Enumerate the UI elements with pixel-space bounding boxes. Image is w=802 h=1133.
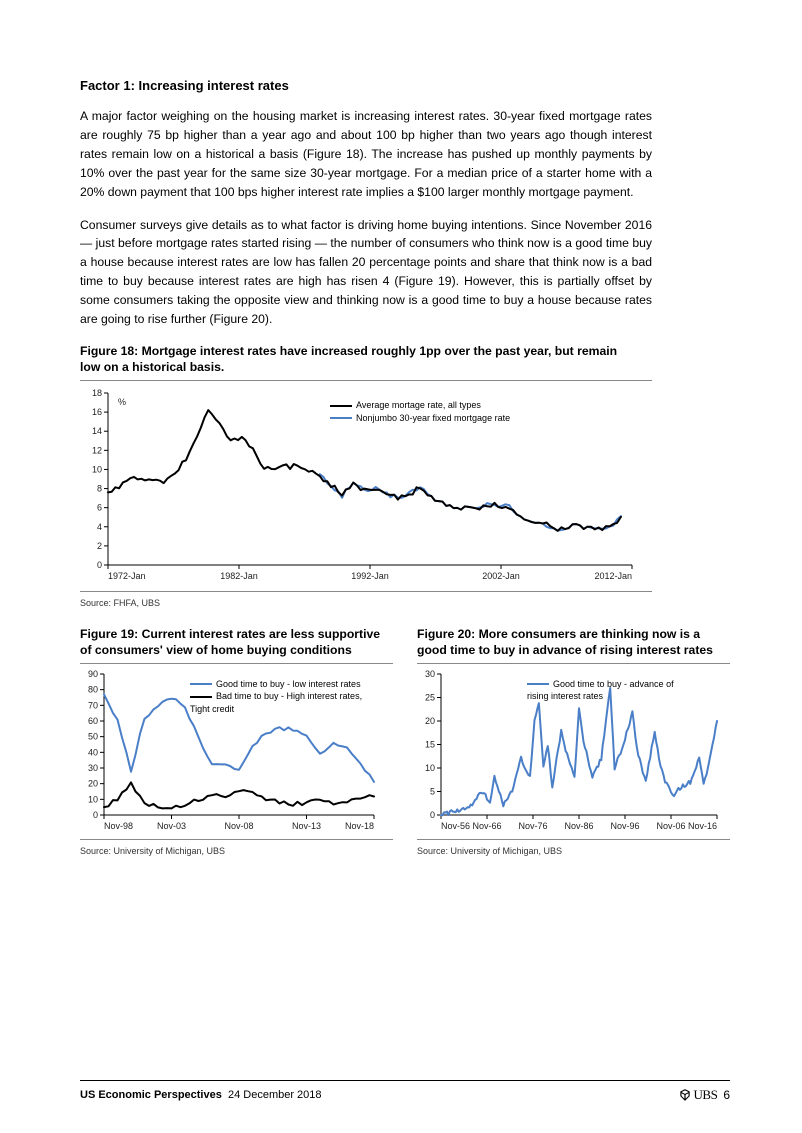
svg-text:30: 30 bbox=[425, 670, 435, 679]
legend-item: Average mortage rate, all types bbox=[330, 399, 590, 412]
figure-20-source: Source: University of Michigan, UBS bbox=[417, 846, 730, 856]
svg-text:14: 14 bbox=[92, 426, 102, 436]
figure-18-source: Source: FHFA, UBS bbox=[80, 598, 730, 608]
svg-text:1972-Jan: 1972-Jan bbox=[108, 571, 146, 581]
figure-19-rule-bottom bbox=[80, 839, 393, 840]
figure-20-column: Figure 20: More consumers are thinking n… bbox=[417, 618, 730, 856]
figure-20-rule bbox=[417, 663, 730, 664]
bottom-figure-row: Figure 19: Current interest rates are le… bbox=[80, 618, 730, 856]
legend-label: Nonjumbo 30-year fixed mortgage rate bbox=[356, 413, 510, 423]
figure-18-title: Figure 18: Mortgage interest rates have … bbox=[80, 343, 640, 376]
figure-19-column: Figure 19: Current interest rates are le… bbox=[80, 618, 393, 856]
svg-text:Nov-16: Nov-16 bbox=[688, 821, 717, 831]
page-footer: US Economic Perspectives 24 December 201… bbox=[80, 1080, 730, 1103]
legend-label: Bad time to buy - High interest rates, T… bbox=[190, 691, 362, 714]
svg-text:2012-Jan: 2012-Jan bbox=[594, 571, 632, 581]
footer-left: US Economic Perspectives 24 December 201… bbox=[80, 1089, 322, 1101]
legend-label: Good time to buy - low interest rates bbox=[216, 679, 361, 689]
svg-text:50: 50 bbox=[88, 732, 98, 742]
svg-text:16: 16 bbox=[92, 407, 102, 417]
svg-text:20: 20 bbox=[425, 716, 435, 726]
figure-18-rule bbox=[80, 380, 652, 381]
figure-19-chart: 0 10 20 30 40 50 60 70 80 90 Nov-98 Nov-03 Nov-08 Nov… bbox=[80, 670, 380, 835]
figure-18-chart: 0 2 4 6 8 10 12 14 16 18 1972-Jan 1982-Jan 1992-Jan 2… bbox=[80, 387, 640, 587]
svg-text:12: 12 bbox=[92, 445, 102, 455]
legend-item: Nonjumbo 30-year fixed mortgage rate bbox=[330, 412, 590, 425]
legend-item: Good time to buy - advance of rising int… bbox=[527, 678, 697, 703]
svg-text:Nov-76: Nov-76 bbox=[518, 821, 547, 831]
svg-text:30: 30 bbox=[88, 763, 98, 773]
svg-text:2: 2 bbox=[97, 541, 102, 551]
svg-text:Nov-86: Nov-86 bbox=[564, 821, 593, 831]
svg-text:10: 10 bbox=[88, 794, 98, 804]
svg-text:1992-Jan: 1992-Jan bbox=[351, 571, 389, 581]
svg-text:0: 0 bbox=[93, 810, 98, 820]
svg-text:Nov-18: Nov-18 bbox=[345, 821, 374, 831]
svg-text:Nov-96: Nov-96 bbox=[610, 821, 639, 831]
svg-text:25: 25 bbox=[425, 692, 435, 702]
footer-title: US Economic Perspectives bbox=[80, 1089, 222, 1101]
figure-18-rule-bottom bbox=[80, 591, 652, 592]
footer-page-number: 6 bbox=[723, 1088, 730, 1102]
footer-date: 24 December 2018 bbox=[228, 1089, 322, 1101]
paragraph-1: A major factor weighing on the housing m… bbox=[80, 107, 652, 202]
svg-text:Nov-66: Nov-66 bbox=[472, 821, 501, 831]
svg-text:2002-Jan: 2002-Jan bbox=[482, 571, 520, 581]
legend-label: Average mortage rate, all types bbox=[356, 400, 481, 410]
svg-text:8: 8 bbox=[97, 483, 102, 493]
figure-19-title: Figure 19: Current interest rates are le… bbox=[80, 626, 393, 659]
svg-text:80: 80 bbox=[88, 685, 98, 695]
svg-text:Nov-56: Nov-56 bbox=[441, 821, 470, 831]
ubs-logo-icon: UBS bbox=[678, 1087, 718, 1103]
svg-text:0: 0 bbox=[430, 810, 435, 820]
section-heading: Factor 1: Increasing interest rates bbox=[80, 78, 730, 93]
svg-text:6: 6 bbox=[97, 503, 102, 513]
legend-item: Bad time to buy - High interest rates, T… bbox=[190, 690, 375, 715]
legend-label: Good time to buy - advance of rising int… bbox=[527, 679, 674, 702]
svg-text:40: 40 bbox=[88, 747, 98, 757]
svg-text:15: 15 bbox=[425, 739, 435, 749]
svg-text:90: 90 bbox=[88, 670, 98, 679]
svg-text:4: 4 bbox=[97, 522, 102, 532]
figure-20-title: Figure 20: More consumers are thinking n… bbox=[417, 626, 730, 659]
page: Factor 1: Increasing interest rates A ma… bbox=[0, 0, 802, 1133]
svg-text:Nov-98: Nov-98 bbox=[104, 821, 133, 831]
paragraph-2: Consumer surveys give details as to what… bbox=[80, 216, 652, 329]
svg-text:5: 5 bbox=[430, 786, 435, 796]
svg-text:Nov-08: Nov-08 bbox=[224, 821, 253, 831]
svg-text:10: 10 bbox=[425, 763, 435, 773]
svg-text:1982-Jan: 1982-Jan bbox=[220, 571, 258, 581]
footer-brand: UBS bbox=[694, 1087, 718, 1103]
figure-19-rule bbox=[80, 663, 393, 664]
svg-text:Nov-13: Nov-13 bbox=[292, 821, 321, 831]
svg-text:60: 60 bbox=[88, 716, 98, 726]
figure-20-rule-bottom bbox=[417, 839, 730, 840]
svg-text:Nov-03: Nov-03 bbox=[157, 821, 186, 831]
svg-text:10: 10 bbox=[92, 464, 102, 474]
figure-19-source: Source: University of Michigan, UBS bbox=[80, 846, 393, 856]
svg-text:0: 0 bbox=[97, 560, 102, 570]
svg-text:Nov-06: Nov-06 bbox=[656, 821, 685, 831]
svg-text:70: 70 bbox=[88, 700, 98, 710]
footer-right: UBS 6 bbox=[678, 1087, 730, 1103]
figure-20-chart: 0 5 10 15 20 25 30 Nov-56Nov-66 Nov-76 Nov-86 Nov-… bbox=[417, 670, 723, 835]
svg-text:18: 18 bbox=[92, 388, 102, 398]
legend-item: Good time to buy - low interest rates bbox=[190, 678, 375, 691]
svg-text:20: 20 bbox=[88, 779, 98, 789]
